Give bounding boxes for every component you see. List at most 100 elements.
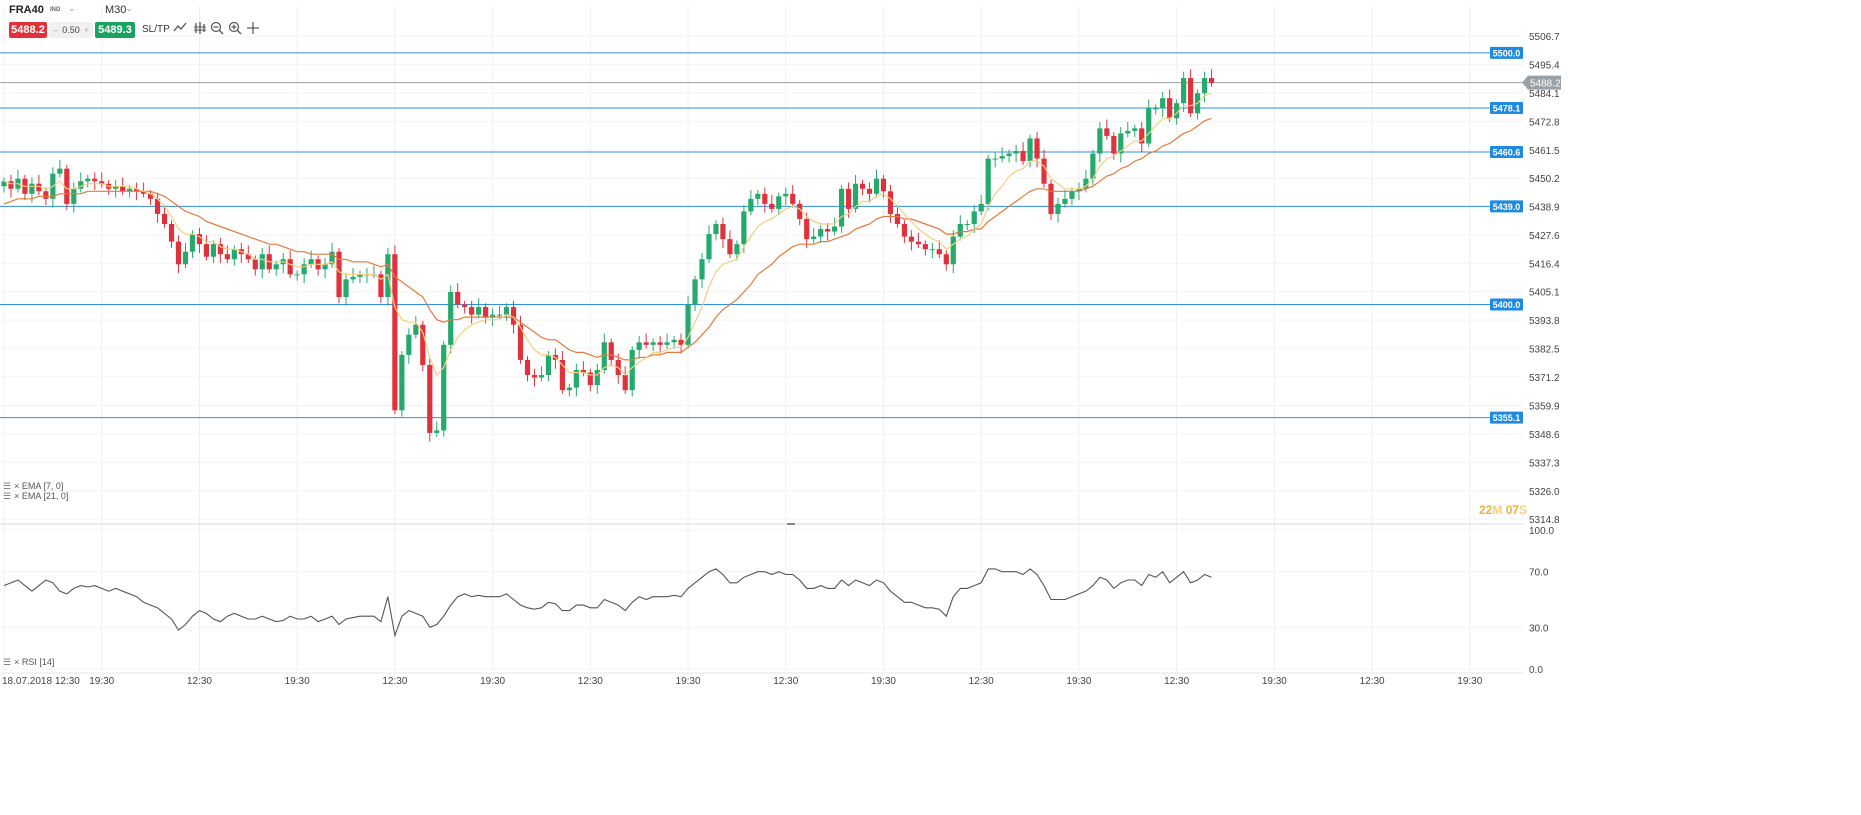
timeframe-dropdown-icon[interactable]: ⌄	[125, 3, 133, 13]
candle[interactable]	[315, 255, 321, 276]
zoom-in-icon[interactable]	[227, 21, 243, 37]
candle[interactable]	[22, 174, 28, 201]
candle[interactable]	[161, 205, 168, 228]
candle[interactable]	[608, 338, 614, 367]
candle[interactable]	[175, 235, 182, 274]
candle[interactable]	[713, 220, 719, 241]
buy-button[interactable]: 5489.3	[95, 22, 135, 38]
candle[interactable]	[378, 270, 384, 304]
candle[interactable]	[434, 421, 440, 437]
symbol-dropdown-icon[interactable]: ⌄	[68, 3, 76, 13]
candle[interactable]	[720, 217, 726, 248]
candle[interactable]	[231, 245, 237, 266]
candle[interactable]	[839, 185, 845, 233]
candle[interactable]	[210, 240, 216, 264]
candle[interactable]	[1139, 122, 1145, 153]
candle[interactable]	[154, 192, 161, 223]
candle[interactable]	[538, 366, 545, 382]
candle[interactable]	[217, 237, 223, 264]
candle[interactable]	[1006, 149, 1012, 163]
price-level-badge[interactable]	[1490, 411, 1523, 424]
candle[interactable]	[859, 179, 866, 196]
candle[interactable]	[1160, 91, 1166, 118]
price-level-badge[interactable]	[1490, 146, 1523, 159]
candle[interactable]	[364, 268, 370, 284]
candle[interactable]	[664, 333, 670, 349]
candle[interactable]	[818, 225, 824, 243]
candle[interactable]	[1, 177, 7, 193]
candle[interactable]	[559, 351, 565, 394]
candle[interactable]	[476, 298, 482, 319]
candle[interactable]	[706, 225, 712, 264]
candle[interactable]	[804, 212, 810, 248]
price-level-badge[interactable]	[1490, 298, 1523, 311]
close-icon[interactable]: ×	[14, 491, 20, 501]
candle[interactable]	[950, 230, 956, 274]
candle[interactable]	[78, 172, 84, 193]
candle[interactable]	[1208, 69, 1215, 87]
candle[interactable]	[99, 172, 105, 188]
candle[interactable]	[524, 356, 531, 382]
candle[interactable]	[301, 257, 307, 284]
candle[interactable]	[469, 300, 475, 324]
candle[interactable]	[406, 328, 412, 364]
candle[interactable]	[964, 220, 970, 231]
rsi-legend[interactable]: ☰ × RSI [14]	[3, 657, 54, 668]
candle[interactable]	[755, 190, 761, 206]
candle[interactable]	[273, 260, 279, 276]
candle[interactable]	[978, 195, 984, 216]
candle[interactable]	[1188, 69, 1194, 118]
ema21-legend[interactable]: ☰ × EMA [21, 0]	[3, 491, 68, 502]
volume-input[interactable]: – 0.50 +	[49, 22, 93, 38]
sltp-button[interactable]: SL/TP	[142, 24, 170, 35]
sell-button[interactable]: 5488.2	[9, 22, 47, 38]
candle[interactable]	[908, 230, 914, 251]
candle[interactable]	[392, 245, 398, 415]
candle[interactable]	[992, 152, 998, 168]
candle[interactable]	[901, 220, 908, 243]
candle[interactable]	[825, 222, 831, 241]
candle[interactable]	[203, 235, 210, 261]
candle[interactable]	[762, 187, 768, 213]
candle[interactable]	[147, 190, 154, 206]
candle[interactable]	[106, 179, 112, 196]
candle[interactable]	[1069, 187, 1075, 206]
candle[interactable]	[873, 169, 880, 198]
candle[interactable]	[441, 341, 447, 437]
symbol-name[interactable]: FRA40	[9, 4, 44, 16]
candle[interactable]	[790, 185, 796, 208]
candle[interactable]	[71, 182, 77, 213]
candle[interactable]	[783, 187, 789, 206]
candle[interactable]	[1090, 149, 1096, 186]
candle[interactable]	[741, 205, 747, 253]
candle[interactable]	[427, 358, 433, 442]
candle[interactable]	[566, 383, 572, 397]
candle[interactable]	[357, 270, 363, 284]
candle[interactable]	[643, 333, 649, 349]
candle[interactable]	[308, 250, 314, 269]
candle[interactable]	[734, 240, 740, 261]
candle[interactable]	[915, 232, 921, 248]
chart-type-icon[interactable]	[172, 21, 188, 37]
candle[interactable]	[1118, 127, 1124, 163]
candle[interactable]	[462, 300, 468, 314]
candle[interactable]	[350, 268, 356, 284]
candle[interactable]	[929, 242, 935, 258]
candle[interactable]	[8, 174, 14, 198]
candle[interactable]	[343, 273, 349, 306]
candle[interactable]	[168, 220, 175, 248]
candle[interactable]	[1104, 119, 1110, 140]
candle[interactable]	[420, 320, 426, 372]
candle[interactable]	[629, 346, 635, 397]
candle[interactable]	[748, 190, 754, 216]
candle[interactable]	[1201, 71, 1208, 102]
candle[interactable]	[636, 336, 642, 359]
candle[interactable]	[496, 305, 503, 319]
candle[interactable]	[322, 257, 328, 279]
candle[interactable]	[64, 164, 70, 211]
candle[interactable]	[1013, 144, 1019, 163]
close-icon[interactable]: ×	[14, 657, 20, 667]
candle[interactable]	[1167, 89, 1173, 123]
candle[interactable]	[1111, 132, 1117, 160]
candle[interactable]	[1153, 104, 1159, 115]
